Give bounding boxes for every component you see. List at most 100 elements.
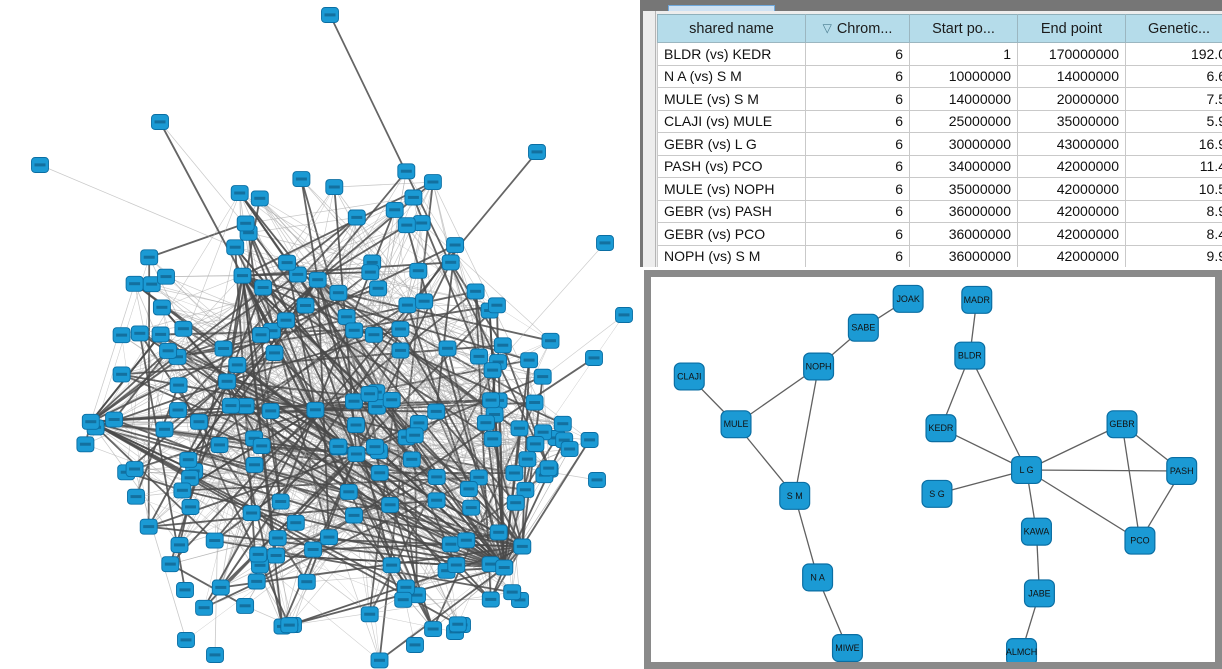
main-network-node[interactable] bbox=[211, 579, 230, 596]
main-network-edge[interactable] bbox=[435, 244, 457, 412]
cell-genetic[interactable]: 6.6 bbox=[1125, 64, 1222, 88]
main-network-node[interactable] bbox=[459, 481, 478, 497]
cell-chromosome[interactable]: 6 bbox=[805, 154, 910, 178]
main-network-edge[interactable] bbox=[113, 419, 370, 615]
main-network-node[interactable] bbox=[242, 505, 261, 522]
subnetwork-node[interactable]: JABE bbox=[1023, 579, 1055, 608]
main-network-node[interactable] bbox=[447, 557, 466, 574]
main-network-edge[interactable] bbox=[220, 545, 523, 589]
column-header-start-point[interactable]: Start po... bbox=[909, 14, 1018, 43]
main-network-edge[interactable] bbox=[198, 421, 380, 474]
main-network-node[interactable] bbox=[391, 321, 410, 338]
main-network-edge[interactable] bbox=[315, 409, 380, 474]
main-network-node[interactable] bbox=[345, 393, 363, 410]
main-network-node[interactable] bbox=[112, 366, 131, 383]
main-network-node[interactable] bbox=[438, 340, 457, 357]
cell-chromosome[interactable]: 6 bbox=[805, 199, 910, 223]
main-network-node[interactable] bbox=[31, 157, 49, 173]
main-network-edge[interactable] bbox=[241, 274, 494, 440]
main-network-edge[interactable] bbox=[248, 232, 373, 263]
subnetwork-node[interactable]: NOPH bbox=[803, 352, 835, 381]
main-network-node[interactable] bbox=[176, 582, 194, 598]
cell-shared_name[interactable]: CLAJI (vs) MULE bbox=[657, 109, 806, 133]
main-network-edge[interactable] bbox=[182, 489, 505, 569]
subnetwork-edge[interactable] bbox=[794, 366, 820, 496]
subnetwork-node-shape[interactable] bbox=[831, 634, 863, 662]
subnetwork-node[interactable]: MULE bbox=[720, 410, 752, 439]
main-network-node[interactable] bbox=[190, 413, 208, 430]
main-network-node[interactable] bbox=[462, 499, 481, 516]
main-network-node[interactable] bbox=[347, 446, 366, 463]
cell-start_point[interactable]: 36000000 bbox=[909, 244, 1018, 267]
cell-start_point[interactable]: 34000000 bbox=[909, 154, 1018, 178]
main-network-node[interactable] bbox=[520, 352, 539, 369]
cell-start_point[interactable]: 25000000 bbox=[909, 109, 1018, 133]
main-network-edge[interactable] bbox=[161, 306, 228, 383]
main-network-node[interactable] bbox=[170, 537, 189, 553]
main-network-canvas[interactable] bbox=[0, 0, 640, 669]
main-network-node[interactable] bbox=[226, 239, 245, 256]
main-network-edge[interactable] bbox=[399, 328, 524, 547]
main-network-edge[interactable] bbox=[369, 393, 563, 425]
main-network-edge[interactable] bbox=[90, 273, 299, 423]
main-network-node[interactable] bbox=[385, 201, 404, 218]
subnetwork-node-shape[interactable] bbox=[720, 410, 752, 439]
main-network-edge[interactable] bbox=[328, 536, 505, 569]
main-network-node[interactable] bbox=[247, 573, 266, 590]
main-network-node[interactable] bbox=[360, 385, 379, 402]
cell-start_point[interactable]: 36000000 bbox=[909, 199, 1018, 223]
main-network-edge[interactable] bbox=[454, 245, 495, 415]
main-network-edge[interactable] bbox=[134, 468, 278, 539]
cell-shared_name[interactable]: GEBR (vs) PCO bbox=[657, 222, 806, 246]
main-network-node[interactable] bbox=[412, 215, 431, 232]
main-network-edge[interactable] bbox=[274, 352, 463, 626]
main-network-node[interactable] bbox=[329, 284, 348, 301]
main-network-node[interactable] bbox=[345, 322, 364, 339]
cell-end_point[interactable]: 43000000 bbox=[1017, 132, 1126, 156]
main-network-edge[interactable] bbox=[147, 257, 151, 527]
cell-genetic[interactable]: 7.5 bbox=[1125, 87, 1222, 111]
main-network-node[interactable] bbox=[345, 507, 363, 524]
subnetwork-node-shape[interactable] bbox=[1010, 455, 1043, 485]
cell-chromosome[interactable]: 6 bbox=[805, 244, 910, 267]
main-network-edge[interactable] bbox=[90, 420, 350, 493]
main-network-edge[interactable] bbox=[405, 224, 506, 568]
main-network-edge[interactable] bbox=[300, 178, 319, 280]
subnetwork-node-shape[interactable] bbox=[925, 414, 957, 443]
cell-end_point[interactable]: 35000000 bbox=[1017, 109, 1126, 133]
cell-shared_name[interactable]: PASH (vs) PCO bbox=[657, 154, 806, 178]
main-network-edge[interactable] bbox=[521, 439, 591, 547]
main-network-node[interactable] bbox=[588, 472, 606, 488]
main-network-node[interactable] bbox=[360, 606, 379, 623]
main-network-node[interactable] bbox=[526, 436, 545, 452]
subnetwork-node[interactable]: ALMCH bbox=[1006, 638, 1037, 662]
cell-end_point[interactable]: 42000000 bbox=[1017, 199, 1126, 223]
main-network-node[interactable] bbox=[105, 411, 124, 428]
main-network-edge[interactable] bbox=[148, 222, 247, 259]
table-scroll-gutter[interactable] bbox=[646, 11, 656, 267]
main-network-node[interactable] bbox=[560, 441, 579, 458]
main-network-node[interactable] bbox=[402, 451, 421, 468]
main-network-edge[interactable] bbox=[241, 275, 282, 502]
cell-end_point[interactable]: 42000000 bbox=[1017, 222, 1126, 246]
filtered-subnetwork-view[interactable]: CLAJI MULE NOPH SABE JOAK S M N A MIWE MADR BLDR K… bbox=[644, 270, 1222, 669]
subnetwork-node[interactable]: S G bbox=[921, 479, 953, 508]
main-network-node[interactable] bbox=[265, 345, 284, 361]
main-network-node[interactable] bbox=[125, 275, 144, 292]
main-network-node[interactable] bbox=[236, 215, 255, 232]
column-header-chromosome[interactable]: ▽ Chrom... bbox=[805, 14, 910, 43]
main-network-node[interactable] bbox=[261, 403, 280, 419]
main-network-edge[interactable] bbox=[181, 409, 316, 492]
main-network-node[interactable] bbox=[481, 591, 500, 608]
main-network-node[interactable] bbox=[381, 496, 400, 513]
subnetwork-edge[interactable] bbox=[1026, 469, 1182, 472]
main-network-edge[interactable] bbox=[167, 350, 459, 625]
main-network-node[interactable] bbox=[210, 437, 229, 453]
main-network-edge[interactable] bbox=[242, 274, 530, 362]
